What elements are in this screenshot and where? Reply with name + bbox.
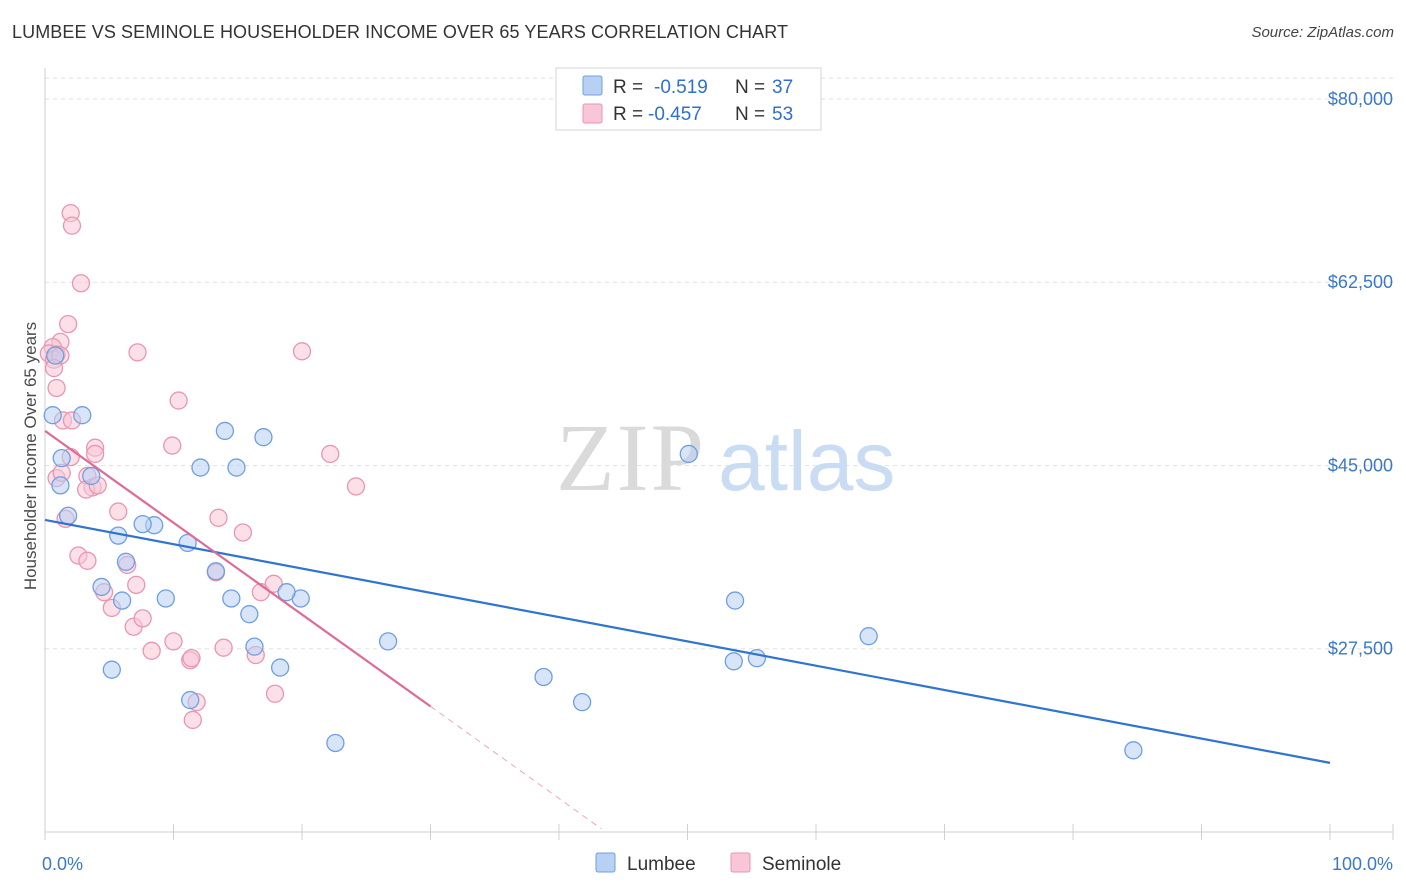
lumbee-point: [92, 577, 111, 597]
lumbee-point: [378, 632, 398, 651]
watermark: ZIP atlas: [556, 404, 895, 511]
y-tick-label: $80,000: [1328, 89, 1393, 109]
lumbee-point: [51, 476, 70, 495]
lumbee-point: [679, 444, 698, 464]
legend-r-label: R =: [613, 77, 643, 98]
seminole-trend-line: [44, 430, 432, 708]
seminole-point: [164, 632, 183, 651]
seminole-point: [47, 378, 66, 398]
lumbee-point: [227, 458, 246, 477]
seminole-point: [163, 436, 182, 455]
legend-n-label: N =: [735, 104, 765, 125]
lumbee-point: [181, 690, 200, 710]
lumbee-point: [206, 562, 226, 581]
lumbee-point: [859, 627, 878, 646]
legend-r-value: -0.519: [654, 77, 708, 98]
lumbee-trend-line: [44, 518, 1331, 764]
lumbee-point: [326, 733, 345, 753]
legend-n-value: 53: [772, 104, 793, 125]
lumbee-point: [133, 514, 152, 534]
seminole-point: [183, 710, 202, 730]
bottom-legend: Lumbee Seminole: [595, 852, 841, 875]
seminole-point: [321, 444, 340, 464]
seminole-point: [214, 638, 233, 657]
seminole-trend-extension: [430, 705, 602, 830]
watermark-atlas: atlas: [718, 414, 895, 508]
lumbee-point: [572, 692, 592, 712]
lumbee-point: [747, 649, 767, 668]
lumbee-point: [725, 591, 745, 610]
legend-n-value: 37: [772, 77, 793, 98]
seminole-point: [127, 575, 146, 595]
lumbee-point: [534, 667, 553, 687]
grid-layer: [45, 77, 1393, 650]
lumbee-point: [277, 583, 296, 602]
seminole-point: [133, 609, 152, 628]
lumbee-point: [102, 660, 121, 679]
y-tick-label: $62,500: [1328, 272, 1393, 292]
lumbee-point: [271, 658, 290, 677]
lumbee-point: [215, 421, 235, 441]
bottom-legend-label-seminole: Seminole: [762, 854, 841, 875]
legend-swatch-lumbee: [582, 75, 603, 96]
seminole-point: [265, 684, 285, 703]
legend-swatch-seminole: [582, 103, 603, 124]
seminole-point: [233, 523, 253, 542]
seminole-point: [109, 502, 128, 521]
seminole-point: [71, 274, 91, 293]
seminole-point: [142, 641, 161, 660]
y-tick-label: $27,500: [1328, 639, 1393, 659]
y-axis-label: Householder Income Over 65 years: [21, 322, 40, 590]
watermark-zip: ZIP: [556, 404, 706, 511]
lumbee-point: [43, 406, 62, 425]
points-layer: [39, 203, 1143, 760]
lumbee-point: [240, 605, 259, 624]
bottom-legend-swatch-lumbee: [595, 852, 616, 873]
seminole-point: [58, 314, 78, 334]
axes-layer: $27,500 $45,000 $62,500 $80,000 0.0% 100.0%: [42, 68, 1394, 874]
seminole-point: [209, 508, 228, 527]
lumbee-point: [112, 591, 132, 610]
seminole-point: [346, 477, 366, 496]
lumbee-point: [73, 406, 92, 425]
legend: R = -0.519 N = 37 R = -0.457 N = 53: [555, 67, 822, 131]
bottom-legend-swatch-seminole: [730, 852, 751, 873]
lumbee-point: [52, 448, 71, 468]
lumbee-point: [46, 346, 65, 365]
lumbee-point: [116, 552, 136, 571]
seminole-point: [62, 216, 82, 235]
y-tick-label: $45,000: [1328, 455, 1393, 475]
lumbee-point: [82, 466, 101, 486]
lumbee-point: [222, 589, 241, 608]
lumbee-point: [1124, 741, 1143, 760]
lumbee-point: [724, 652, 743, 671]
seminole-point: [292, 342, 312, 361]
x-tick-label: 100.0%: [1332, 854, 1393, 874]
seminole-point: [128, 343, 147, 362]
legend-r-label: R =: [613, 104, 643, 125]
chart-source: Source: ZipAtlas.com: [1251, 24, 1394, 41]
legend-r-value: -0.457: [648, 104, 702, 125]
legend-n-label: N =: [735, 77, 765, 98]
seminole-point: [78, 551, 97, 570]
lumbee-point: [156, 589, 175, 608]
lumbee-point: [254, 428, 273, 447]
lumbee-point: [58, 506, 78, 525]
seminole-point: [85, 444, 105, 464]
seminole-point: [169, 391, 188, 410]
lumbee-point: [191, 458, 210, 477]
bottom-legend-label-lumbee: Lumbee: [627, 854, 696, 875]
y-axis-title: Householder Income Over 65 years: [21, 322, 40, 590]
lumbee-point: [245, 637, 264, 656]
chart-title: LUMBEE VS SEMINOLE HOUSEHOLDER INCOME OV…: [12, 22, 789, 42]
seminole-point: [182, 649, 201, 668]
seminole-point: [264, 574, 283, 593]
x-tick-label: 0.0%: [42, 854, 83, 874]
trend-layer: [44, 430, 1331, 830]
